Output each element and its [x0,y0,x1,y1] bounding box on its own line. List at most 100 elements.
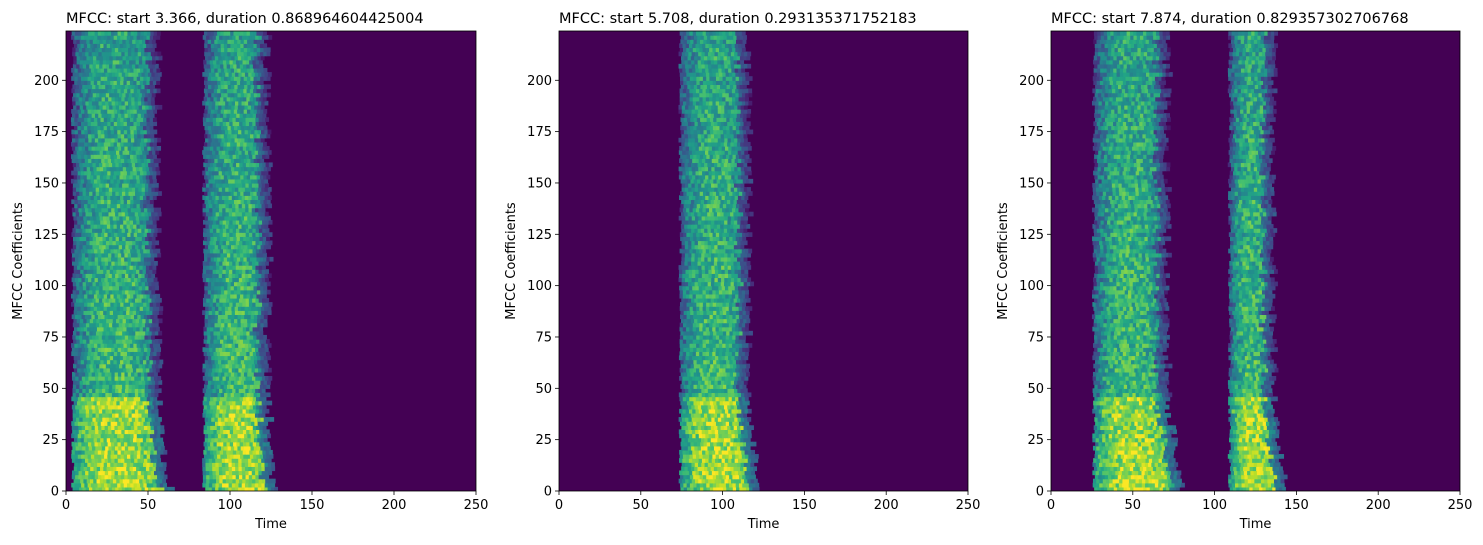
heatmap-cell [236,396,241,402]
heatmap-cell [104,425,109,430]
heatmap-cell [209,297,214,303]
heatmap-cell [240,392,245,398]
heatmap-cell [210,293,215,299]
heatmap-cell [84,449,89,455]
heatmap-cell [80,166,85,172]
heatmap-cell [81,433,85,439]
heatmap-cell [150,261,155,266]
heatmap-cell [207,236,211,242]
heatmap-cell [100,248,105,254]
heatmap-cell [117,347,122,352]
heatmap-cell [216,232,221,237]
heatmap-cell [151,339,156,344]
heatmap-cell [138,59,143,65]
heatmap-cell [203,141,208,147]
heatmap-cell [80,80,85,85]
heatmap-cell [241,195,246,200]
heatmap-cell [94,109,98,114]
heatmap-cell [238,367,243,373]
heatmap-cell [146,437,150,443]
heatmap-cell [130,199,135,205]
heatmap-cell [137,207,142,213]
heatmap-cell [227,380,232,385]
heatmap-cell [264,482,269,488]
heatmap-cell [128,47,132,53]
heatmap-cell [205,187,210,192]
heatmap-cell [211,417,216,422]
heatmap-cell [240,84,245,90]
heatmap-cell [126,326,131,332]
heatmap-cell [79,384,84,389]
heatmap-cell [244,417,248,422]
heatmap-cell [261,376,266,381]
heatmap-cell [218,482,223,488]
heatmap-cell [235,363,240,369]
heatmap-cell [155,339,159,344]
heatmap-cell [73,466,78,472]
heatmap-cell [84,256,89,262]
heatmap-cell [210,236,215,242]
heatmap-cell [140,376,145,381]
heatmap-cell [271,462,275,467]
heatmap-cell [106,367,111,373]
heatmap-cell [159,462,164,467]
heatmap-cell [259,256,264,262]
heatmap-cell [237,314,242,320]
heatmap-cell [237,380,242,385]
heatmap-cell [157,445,162,451]
heatmap-cell [152,195,157,200]
heatmap-cell [139,178,144,184]
heatmap-cell [253,281,258,287]
heatmap-cell [140,88,145,94]
heatmap-cell [254,462,259,467]
heatmap-cell [202,72,207,77]
heatmap-cell [208,104,213,110]
heatmap-cell [140,314,145,320]
heatmap-cell [129,55,133,61]
heatmap-cell [128,236,133,242]
heatmap-cell [134,470,139,476]
heatmap-cell [154,412,159,418]
heatmap-cell [250,285,255,291]
heatmap-cell [245,211,250,217]
heatmap-cell [255,240,260,246]
heatmap-cell [101,31,106,36]
heatmap-cell [84,433,89,439]
heatmap-cell [123,326,128,332]
heatmap-cell [88,252,93,258]
heatmap-cell [74,170,79,176]
heatmap-cell [73,150,78,155]
heatmap-cell [264,486,269,491]
heatmap-cell [83,195,88,200]
heatmap-cell [144,261,148,266]
heatmap-cell [92,392,97,398]
heatmap-cell [130,277,135,283]
heatmap-cell [147,261,152,266]
heatmap-cell [248,343,252,348]
heatmap-cell [131,384,136,389]
heatmap-cell [73,380,77,385]
heatmap-cell [230,256,235,262]
heatmap-cell [153,137,158,143]
heatmap-cell [152,174,157,180]
heatmap-cell [129,219,134,225]
heatmap-cell [246,146,250,151]
heatmap-cell [85,84,90,90]
heatmap-cell [255,408,260,414]
heatmap-cell [228,400,233,406]
heatmap-cell [126,359,131,365]
heatmap-cell [216,162,221,168]
heatmap-cell [110,449,115,455]
heatmap-cell [253,92,258,98]
heatmap-cell [76,478,81,484]
heatmap-cell [152,318,156,324]
heatmap-cell [125,318,130,324]
heatmap-cell [210,441,214,447]
heatmap-cell [102,244,107,250]
heatmap-cell [226,228,231,233]
heatmap-cell [246,96,251,102]
heatmap-cell [254,458,259,463]
heatmap-cell [101,256,106,262]
heatmap-cell [111,392,116,398]
heatmap-cell [118,236,123,242]
